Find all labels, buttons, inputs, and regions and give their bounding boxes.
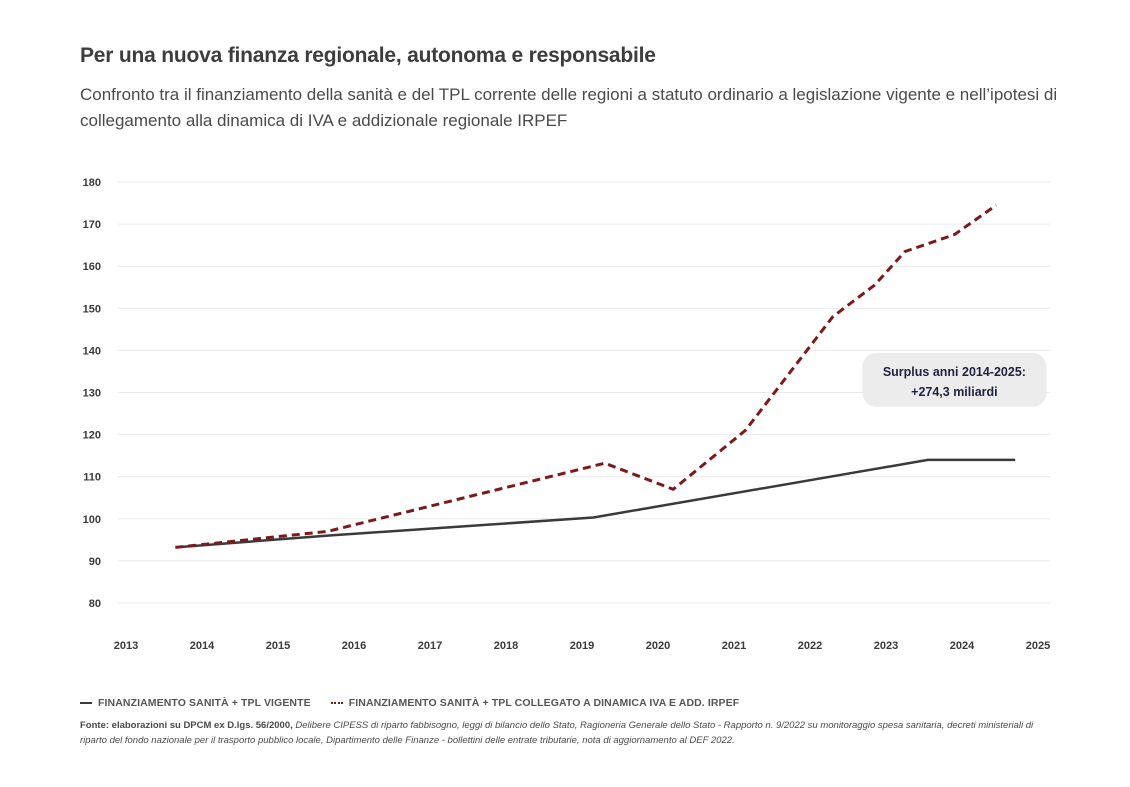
legend-label: FINANZIAMENTO SANITÀ + TPL COLLEGATO A D…	[348, 697, 740, 709]
chart-subtitle: Confronto tra il finanziamento della san…	[80, 85, 1058, 130]
x-tick-label: 2016	[342, 640, 366, 652]
y-tick-label: 180	[83, 177, 101, 189]
y-tick-label: 120	[83, 430, 101, 442]
legend-label: FINANZIAMENTO SANITÀ + TPL VIGENTE	[98, 697, 311, 709]
series-line-collegato	[175, 203, 998, 549]
y-tick-label: 170	[83, 219, 101, 231]
x-tick-label: 2023	[874, 640, 898, 652]
gridlines	[118, 181, 1050, 604]
annotation-line1: Surplus anni 2014-2025:	[883, 365, 1026, 379]
source-rest: Delibere CIPESS di riparto fabbisogno, l…	[80, 720, 1034, 746]
chart-title: Per una nuova finanza regionale, autonom…	[80, 44, 656, 67]
y-tick-label: 110	[83, 472, 101, 484]
y-tick-label: 90	[89, 556, 101, 568]
x-tick-label: 2022	[798, 640, 822, 652]
series-line-vigente	[175, 458, 1016, 549]
legend: FINANZIAMENTO SANITÀ + TPL VIGENTE FINAN…	[80, 697, 739, 709]
dashed-line-swatch-icon	[330, 702, 343, 704]
x-tick-label: 2024	[950, 640, 975, 652]
y-tick-label: 150	[83, 303, 101, 315]
y-tick-label: 130	[83, 388, 101, 400]
y-axis-ticks: 80 90 100 110 120 130 140 150 160 170 180	[83, 177, 101, 610]
x-tick-label: 2025	[1026, 640, 1050, 652]
series-lines	[175, 203, 1016, 549]
legend-item-vigente[interactable]: FINANZIAMENTO SANITÀ + TPL VIGENTE	[80, 697, 311, 709]
x-tick-label: 2013	[114, 640, 138, 652]
x-axis-ticks: 2013 2014 2015 2016 2017 2018 2019 2020 2021 2022…	[114, 640, 1050, 652]
x-tick-label: 2014	[190, 640, 215, 652]
x-tick-label: 2018	[494, 640, 518, 652]
solid-line-swatch-icon	[80, 702, 92, 704]
legend-item-collegato[interactable]: FINANZIAMENTO SANITÀ + TPL COLLEGATO A D…	[330, 697, 740, 709]
x-tick-label: 2021	[722, 640, 746, 652]
x-tick-label: 2019	[570, 640, 594, 652]
y-tick-label: 100	[83, 514, 101, 526]
y-tick-label: 80	[89, 598, 101, 610]
x-tick-label: 2020	[646, 640, 670, 652]
y-tick-label: 140	[83, 345, 101, 357]
y-tick-label: 160	[83, 261, 101, 273]
source-lead: Fonte: elaborazioni su DPCM ex D.lgs. 56…	[80, 720, 293, 731]
x-tick-label: 2017	[418, 640, 442, 652]
source-note: Fonte: elaborazioni su DPCM ex D.lgs. 56…	[80, 718, 1050, 748]
annotation-box	[862, 352, 1047, 407]
x-tick-label: 2015	[266, 640, 290, 652]
annotation-line2: +274,3 miliardi	[911, 385, 998, 399]
annotations: Surplus anni 2014-2025: +274,3 miliardi	[862, 352, 1047, 407]
